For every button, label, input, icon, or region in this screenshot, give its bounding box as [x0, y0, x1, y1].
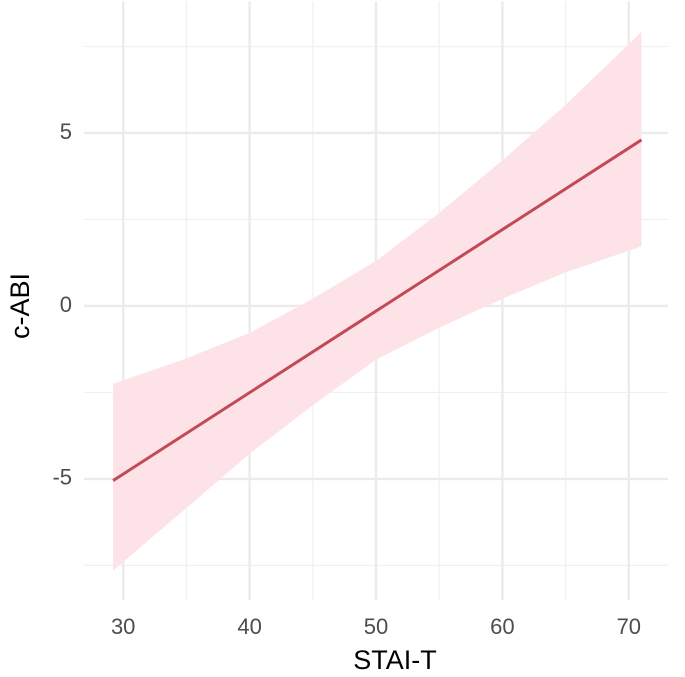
confidence-band [113, 31, 642, 571]
marks [112, 31, 643, 571]
x-tick-label: 30 [111, 614, 135, 639]
x-tick-label: 60 [490, 614, 514, 639]
fit-line [112, 138, 643, 482]
x-axis-title: STAI-T [353, 645, 437, 675]
y-tick-label: -5 [52, 465, 72, 490]
x-tick-label: 40 [237, 614, 261, 639]
y-tick-label: 5 [60, 119, 72, 144]
y-tick-label: 0 [60, 292, 72, 317]
y-axis-title: c-ABI [5, 273, 35, 339]
x-tick-label: 70 [617, 614, 641, 639]
x-tick-label: 50 [364, 614, 388, 639]
